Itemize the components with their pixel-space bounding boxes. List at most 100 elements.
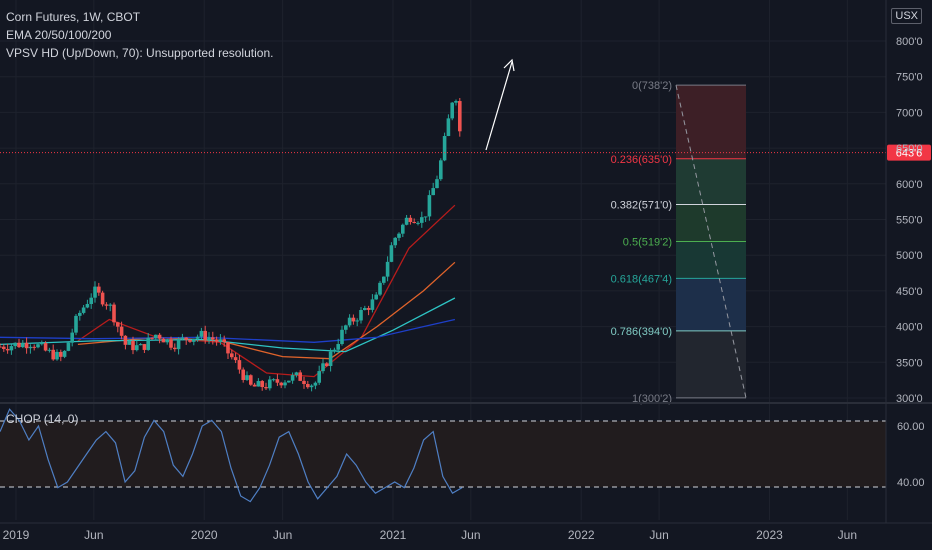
ema-legend[interactable]: EMA 20/50/100/200: [6, 28, 112, 42]
candle-body: [328, 351, 333, 366]
candle-body: [401, 224, 405, 234]
candle-body: [454, 101, 458, 103]
candle-body: [359, 310, 363, 321]
candle-body: [51, 349, 55, 360]
candle-body: [165, 339, 169, 343]
candle-body: [127, 340, 131, 345]
candle-body: [389, 245, 394, 262]
fib-level-label: 0.5(519'2): [623, 236, 672, 248]
candle-body: [370, 299, 375, 310]
candle-body: [366, 308, 371, 310]
candle-body: [108, 304, 112, 306]
candle-body: [378, 282, 382, 295]
fib-zone: [676, 158, 746, 205]
price-tick-label: 750'0: [896, 72, 923, 84]
candle-body: [431, 188, 435, 196]
candle-body: [17, 342, 21, 348]
candle-body: [157, 334, 162, 339]
candle-body: [123, 335, 128, 345]
candle-body: [325, 363, 329, 366]
candle-body: [89, 297, 93, 305]
candle-body: [93, 286, 97, 298]
arrow-line[interactable]: [485, 61, 513, 151]
annotations[interactable]: 643'6: [0, 58, 931, 161]
time-tick-label: Jun: [84, 528, 103, 542]
fib-level-label: 0.382(571'0): [611, 200, 672, 212]
candle-body: [180, 337, 185, 340]
candle-body: [161, 338, 166, 343]
candle-body: [442, 136, 447, 161]
candle-body: [317, 371, 321, 383]
vpsv-legend[interactable]: VPSV HD (Up/Down, 70): Unsupported resol…: [6, 46, 274, 60]
candle-body: [355, 320, 359, 322]
candle-body: [47, 349, 52, 351]
symbol-title[interactable]: Corn Futures, 1W, CBOT: [6, 10, 141, 24]
last-price-tag[interactable]: [887, 144, 931, 161]
candle-body: [211, 337, 215, 340]
time-tick-label: 2019: [3, 528, 30, 542]
fib-level-label: 1(300'2): [632, 393, 672, 405]
candle-body: [275, 379, 280, 383]
candle-body: [222, 339, 226, 343]
candle-body: [382, 276, 386, 283]
candle-body: [112, 304, 116, 323]
chop-line: [0, 408, 463, 503]
candle-body: [340, 329, 344, 345]
candle-body: [184, 337, 188, 340]
price-tick-label: 500'0: [896, 250, 923, 262]
candle-body: [294, 372, 299, 376]
candle-body: [423, 216, 428, 218]
candle-body: [135, 345, 139, 351]
candle-body: [21, 342, 25, 348]
candle-body: [78, 312, 82, 316]
candle-body: [40, 343, 44, 345]
candle-body: [245, 375, 249, 380]
time-tick-label: Jun: [461, 528, 480, 542]
chop-tick-label: 40.00: [897, 477, 925, 489]
time-tick-label: Jun: [838, 528, 857, 542]
candle-body: [32, 346, 36, 348]
candle-body: [199, 330, 204, 337]
candle-body: [279, 382, 283, 386]
candle-body: [173, 347, 177, 350]
candle-body: [28, 346, 33, 349]
price-tick-label: 650'0: [896, 143, 923, 155]
candle-body: [9, 346, 14, 351]
candle-body: [62, 350, 67, 357]
candle-body: [218, 339, 223, 342]
candle-body: [142, 344, 147, 350]
candle-body: [439, 160, 443, 180]
currency-badge[interactable]: USX: [891, 8, 922, 24]
candle-body: [66, 342, 71, 351]
candle-body: [336, 344, 340, 350]
fibonacci-retracement[interactable]: 0(738'2) 0.236(635'0) 0.382(571'0) 0.5(519'…: [611, 80, 747, 405]
candle-body: [226, 342, 230, 354]
candle-body: [309, 385, 314, 388]
candle-body: [1, 346, 6, 350]
candle-body: [100, 292, 105, 305]
candle-body: [332, 349, 337, 352]
candle-body: [207, 337, 211, 340]
candle-body: [290, 375, 295, 381]
candle-body: [0, 346, 2, 348]
price-tick-label: 550'0: [896, 215, 923, 227]
arrow-head-icon: [503, 58, 515, 72]
candle-body: [176, 339, 181, 350]
candle-body: [256, 381, 261, 387]
candle-body: [458, 101, 462, 132]
last-price-label: 643'6: [896, 148, 923, 160]
candle-body: [260, 381, 264, 388]
candle-body: [313, 382, 318, 386]
candle-body: [55, 351, 59, 360]
chop-legend[interactable]: CHOP (14, 0): [6, 412, 79, 426]
fib-level-label: 0.618(467'4): [611, 273, 672, 285]
candle-body: [351, 317, 356, 322]
chart-legend: Corn Futures, 1W, CBOT EMA 20/50/100/200…: [6, 8, 273, 62]
candle-body: [119, 326, 124, 336]
time-tick-label: Jun: [649, 528, 668, 542]
price-tick-label: 400'0: [896, 322, 923, 334]
candle-body: [374, 294, 378, 300]
candle-body: [427, 195, 432, 217]
candle-body: [287, 380, 291, 383]
